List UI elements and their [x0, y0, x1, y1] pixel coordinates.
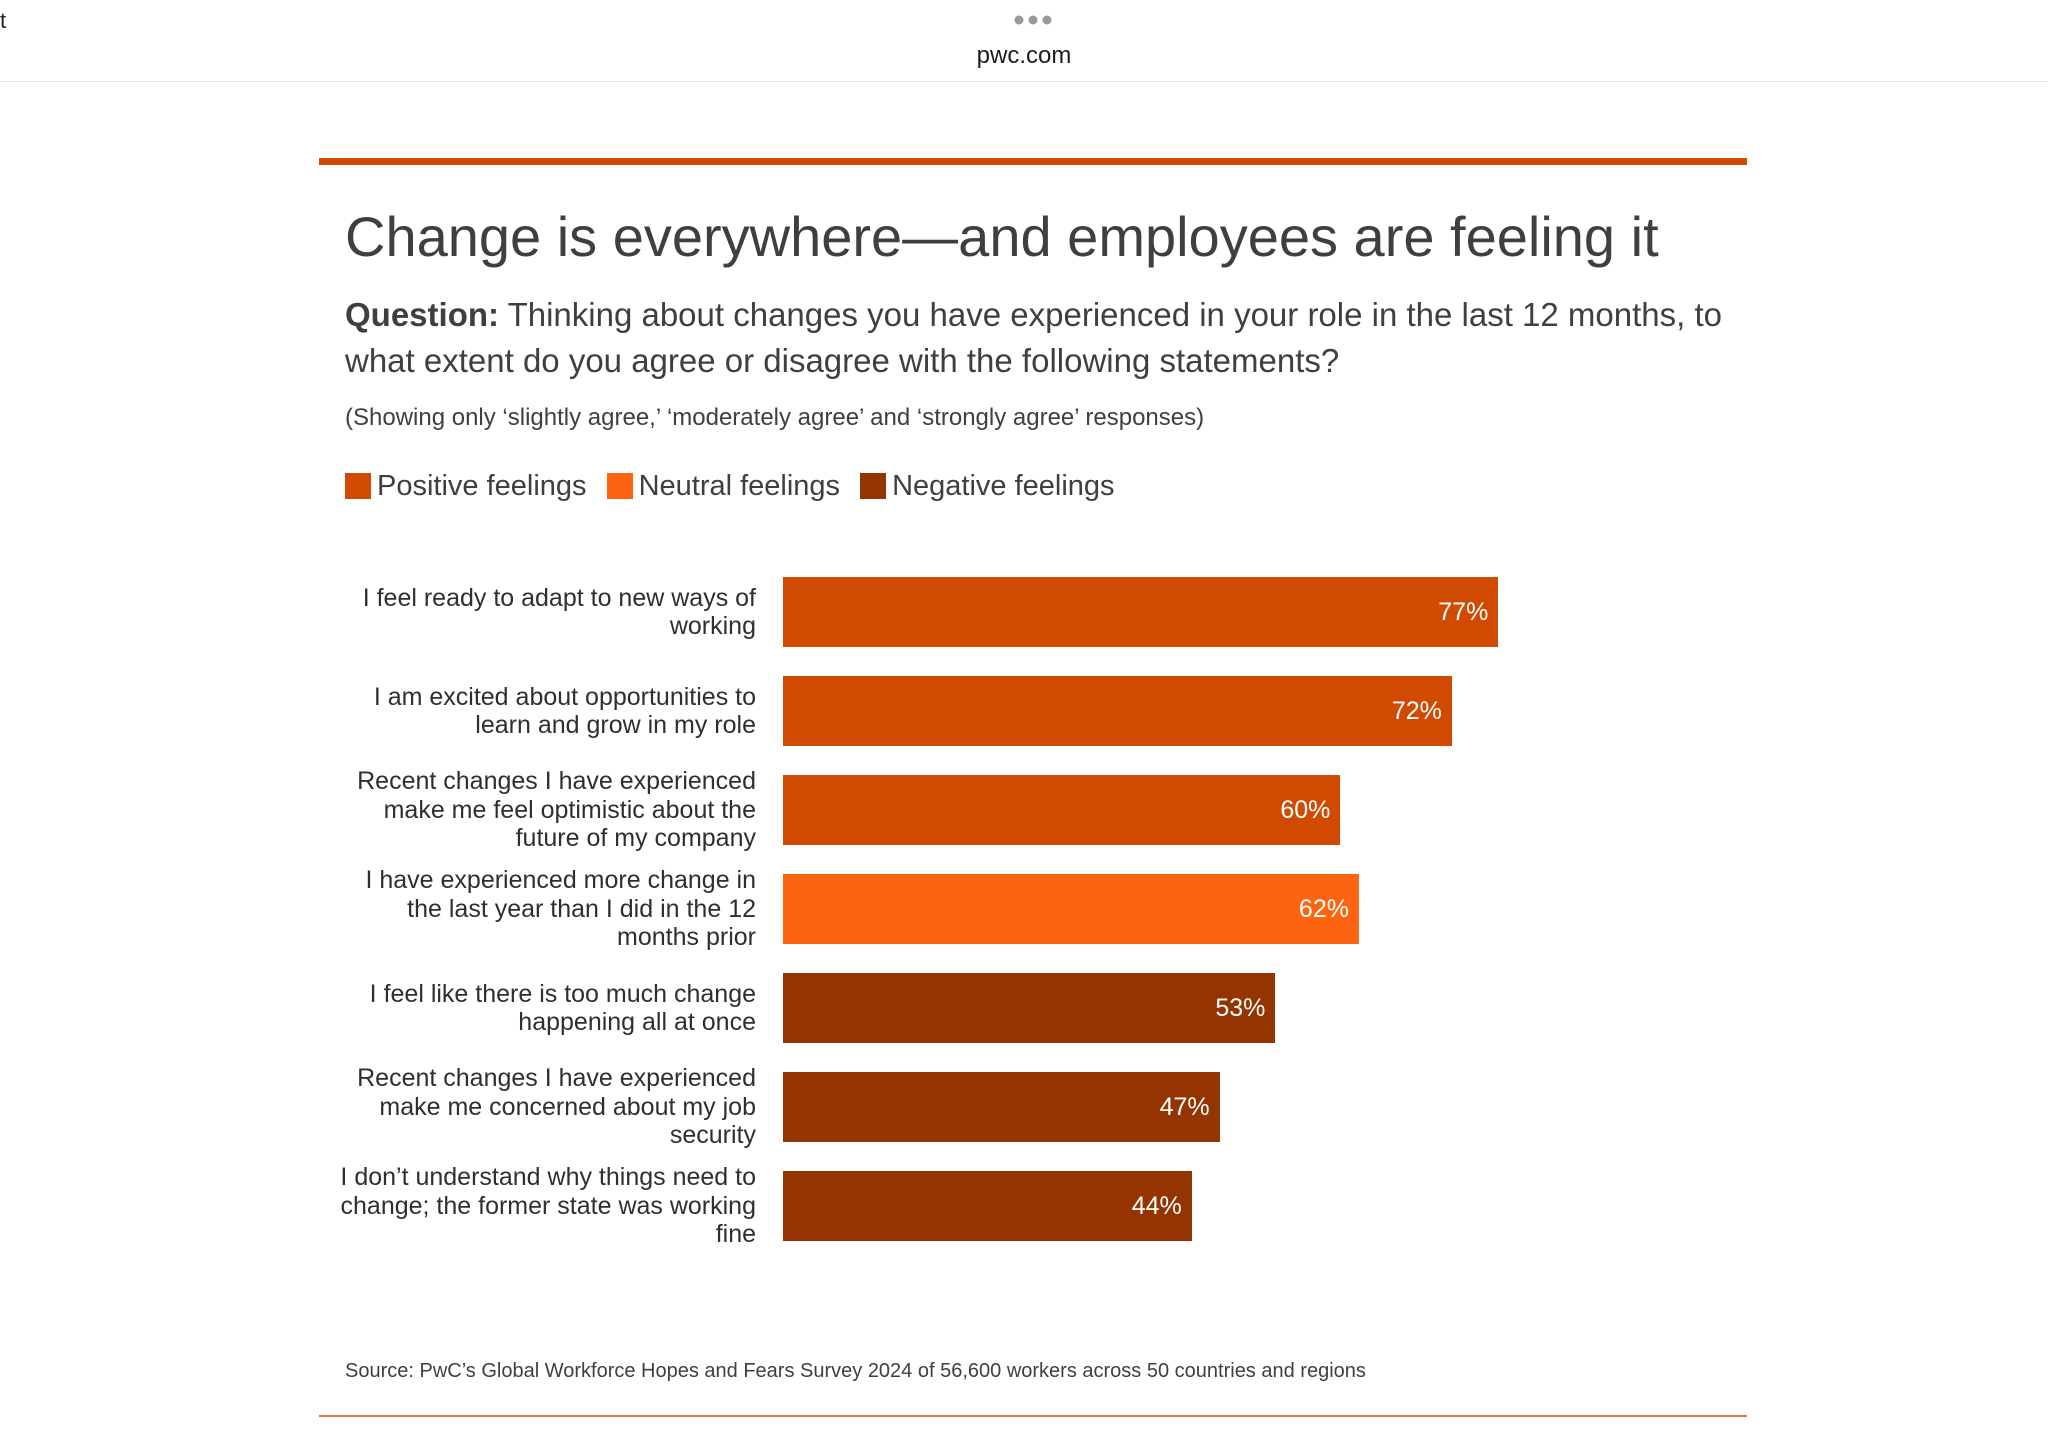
corner-mark: t [0, 8, 7, 33]
question-label: Question: [345, 296, 499, 333]
response-note: (Showing only ‘slightly agree,’ ‘moderat… [345, 404, 1205, 431]
bottom-rule [319, 1415, 1747, 1417]
bar-positive: 72% [783, 676, 1452, 746]
legend-swatch-neutral [606, 473, 633, 499]
legend-swatch-negative [860, 473, 887, 499]
browser-top-bar: t pwc.com [0, 0, 2048, 82]
top-accent-rule [319, 158, 1747, 165]
bar-value-label: 44% [1131, 1192, 1182, 1220]
legend-label-negative: Negative feelings [892, 469, 1115, 502]
more-dots-icon[interactable] [1013, 13, 1053, 27]
bar-value-label: 53% [1215, 994, 1266, 1022]
bar-negative: 47% [783, 1072, 1220, 1142]
bar-value-label: 72% [1391, 697, 1442, 725]
bar-positive: 77% [783, 577, 1499, 647]
bar-value-label: 62% [1298, 895, 1349, 923]
category-label: Recent changes I have experienced make m… [357, 767, 756, 852]
bar-neutral: 62% [783, 874, 1359, 944]
category-label: I have experienced more change in the la… [365, 866, 756, 951]
legend-item-negative: Negative feelings [860, 469, 1115, 503]
source-note: Source: PwC’s Global Workforce Hopes and… [345, 1360, 1366, 1382]
category-label: Recent changes I have experienced make m… [357, 1064, 756, 1149]
bar-value-label: 77% [1438, 598, 1489, 626]
legend-item-positive: Positive feelings [345, 470, 587, 503]
legend-label-positive: Positive feelings [377, 469, 587, 502]
category-label: I feel like there is too much change hap… [369, 979, 756, 1037]
bar-negative: 53% [783, 973, 1276, 1043]
question-body: Thinking about changes you have experien… [345, 296, 1723, 379]
site-url[interactable]: pwc.com [976, 42, 1072, 69]
legend-label-neutral: Neutral feelings [638, 469, 841, 502]
chart-legend: Positive feelings Neutral feelings Negat… [345, 466, 1135, 506]
question-text: Question: Thinking about changes you hav… [345, 292, 1725, 384]
category-label: I am excited about opportunities to lear… [373, 682, 756, 740]
category-label: I don’t understand why things need to ch… [340, 1163, 756, 1248]
bar-value-label: 47% [1159, 1093, 1210, 1121]
bar-positive: 60% [783, 775, 1341, 845]
legend-item-neutral: Neutral feelings [606, 469, 841, 503]
legend-swatch-positive [345, 473, 371, 499]
category-label: I feel ready to adapt to new ways of wor… [362, 583, 756, 641]
bar-negative: 44% [783, 1171, 1192, 1241]
chart-title: Change is everywhere—and employees are f… [345, 205, 1659, 268]
bar-value-label: 60% [1280, 796, 1331, 824]
